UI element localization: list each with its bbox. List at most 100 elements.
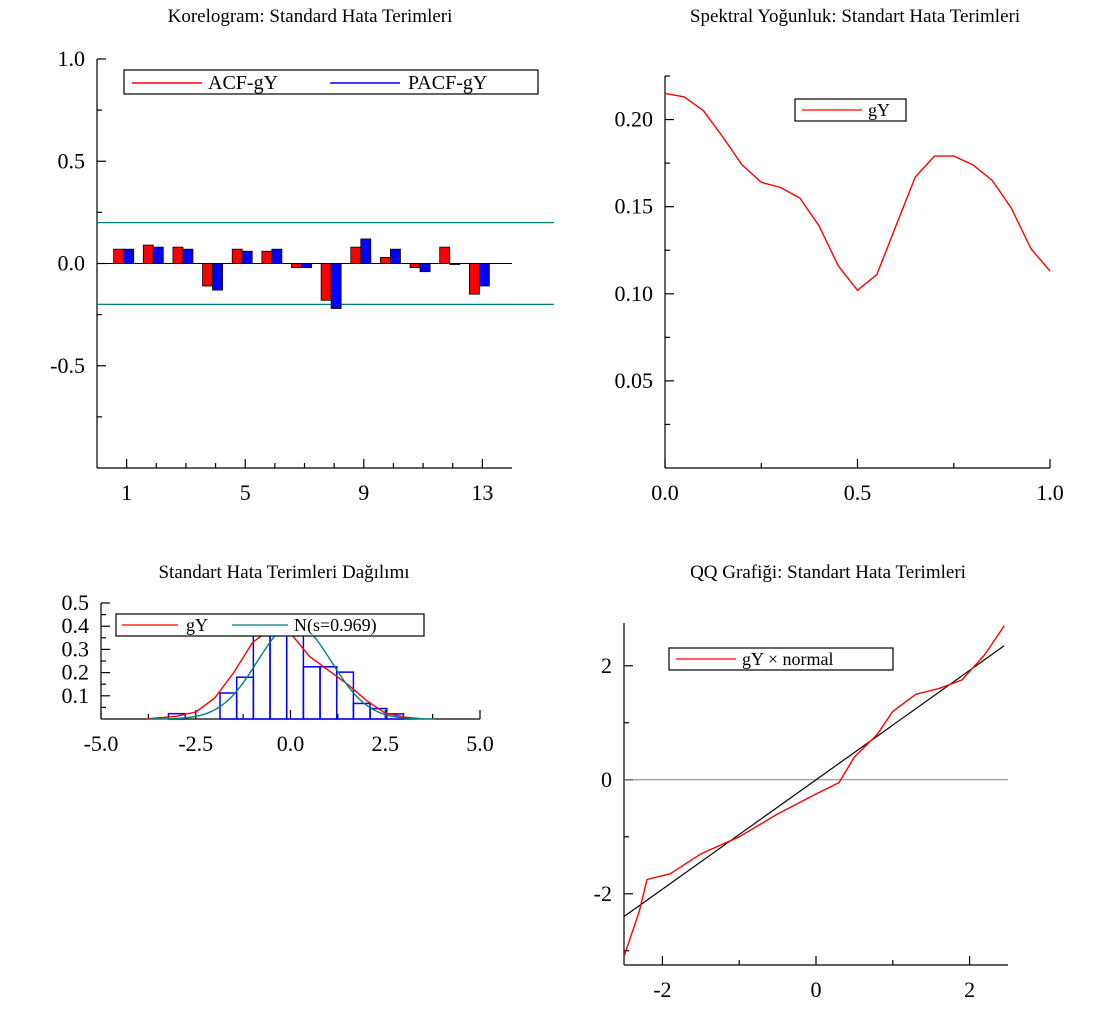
bar-acf-gy: [291, 263, 302, 268]
y-tick-label: 0.05: [615, 368, 654, 393]
bars: [113, 238, 490, 309]
qq-plot-panel: QQ Grafiği: Standart Hata Terimleri -2 0 2…: [594, 562, 1008, 1002]
x-tick-label: 0.0: [277, 731, 305, 756]
bar-pacf-gy: [182, 248, 194, 264]
bar-pacf-gy: [301, 263, 312, 268]
bar-acf-gy: [202, 263, 213, 287]
minor-ticks: [97, 58, 483, 468]
reference-lines: [623, 645, 1008, 918]
series-line-gy---normal: [623, 625, 1005, 957]
x-tick-label: 13: [471, 480, 493, 505]
bar-pacf-gy: [330, 263, 342, 309]
bar-pacf-gy: [212, 263, 223, 291]
bar-acf-gy: [172, 246, 184, 264]
x-tick-label: -2.5: [178, 731, 213, 756]
bar-pacf-gy: [390, 248, 401, 264]
legend-label-normal: N(s=0.969): [294, 615, 377, 636]
x-tick-label: 0.5: [844, 480, 872, 505]
bar-pacf-gy: [271, 248, 283, 264]
bar-acf-gy: [439, 246, 451, 264]
legend-label-acf: ACF-gY: [208, 72, 278, 94]
x-tick-label: 2: [964, 977, 975, 1002]
histogram-bar: [219, 692, 238, 720]
x-tick-label: 2.5: [372, 731, 400, 756]
tick-labels: 1 5 9 13 1.0 0.5 0.0 -0.5: [50, 46, 493, 505]
legend: ACF-gY PACF-gY: [123, 69, 539, 95]
legend: gY: [794, 98, 907, 122]
spectral-density-panel: Spektral Yoğunluk: Standart Hata Terimle…: [615, 6, 1064, 505]
y-tick-label: -0.5: [50, 353, 85, 378]
histogram-bar: [235, 676, 255, 720]
x-tick-label: 1.0: [1036, 480, 1064, 505]
tick-labels: -5.0 -2.5 0.0 2.5 5.0 0.50.40.30.20.1: [62, 590, 494, 756]
y-tick-label: 0.5: [58, 148, 86, 173]
y-tick-label: 0.3: [62, 636, 90, 661]
y-tick-label: 0.15: [615, 194, 654, 219]
x-tick-label: -2: [653, 977, 671, 1002]
chart-title: Spektral Yoğunluk: Standart Hata Terimle…: [690, 6, 1020, 27]
minor-ticks: [624, 665, 971, 965]
legend-label-gy: gY: [186, 615, 208, 635]
y-tick-label: 2: [601, 653, 612, 678]
chart-title: Korelogram: Standard Hata Terimleri: [168, 6, 453, 27]
bar-acf-gy: [350, 246, 362, 264]
x-tick-label: 1: [121, 480, 132, 505]
chart-title: QQ Grafiği: Standart Hata Terimleri: [690, 562, 966, 583]
chart-title: Standart Hata Terimleri Dağılımı: [158, 562, 409, 583]
bar-pacf-gy: [478, 263, 490, 287]
y-tick-label: 0.1: [62, 683, 90, 708]
series-lines: [146, 622, 435, 720]
series-line-gy: [664, 92, 1051, 291]
y-tick-label: 0: [601, 767, 612, 792]
bar-acf-gy: [113, 248, 125, 264]
y-tick-label: 0.20: [615, 107, 654, 132]
x-tick-label: 9: [358, 480, 369, 505]
axes: [623, 623, 1008, 966]
y-tick-label: 0.2: [62, 660, 90, 685]
bar-acf-gy: [468, 263, 480, 295]
reference-line: [623, 645, 1005, 918]
legend-label-gy-normal: gY × normal: [742, 649, 833, 669]
bar-pacf-gy: [152, 246, 164, 264]
histogram-bar: [252, 624, 271, 720]
bar-acf-gy: [380, 256, 391, 264]
tick-labels: -2 0 2 2 0 -2: [594, 653, 975, 1002]
y-tick-label: 1.0: [58, 46, 86, 71]
legend-box: [123, 69, 539, 95]
y-tick-label: 0.0: [58, 251, 86, 276]
bar-acf-gy: [320, 263, 332, 301]
bar-pacf-gy: [360, 238, 372, 264]
series-lines: [664, 92, 1051, 291]
bar-pacf-gy: [419, 263, 431, 273]
bar-acf-gy: [142, 244, 154, 264]
x-tick-label: 0.0: [651, 480, 679, 505]
distribution-panel: Standart Hata Terimleri Dağılımı -5.0 -2.…: [62, 562, 494, 756]
series-line-n-s-0-969-: [150, 622, 435, 720]
bar-acf-gy: [261, 250, 273, 264]
series-line-gy: [146, 625, 424, 720]
tick-labels: 0.0 0.5 1.0 0.20 0.15 0.10 0.05: [615, 107, 1064, 505]
y-tick-label: 0.4: [62, 613, 90, 638]
legend-label-pacf: PACF-gY: [408, 72, 487, 94]
series-lines: [623, 625, 1005, 957]
axes: [664, 76, 1050, 469]
y-tick-label: 0.10: [615, 281, 654, 306]
y-tick-label: 0.5: [62, 590, 90, 615]
legend: gY N(s=0.969): [115, 613, 425, 637]
bar-pacf-gy: [123, 248, 135, 264]
minor-ticks: [664, 75, 1051, 468]
x-tick-label: 5: [240, 480, 251, 505]
bar-pacf-gy: [449, 263, 461, 265]
x-tick-label: -5.0: [84, 731, 119, 756]
x-tick-label: 5.0: [466, 731, 494, 756]
bar-acf-gy: [231, 248, 243, 264]
histogram-bar: [302, 666, 321, 720]
bar-pacf-gy: [241, 250, 253, 264]
bar-acf-gy: [409, 263, 421, 268]
histogram-bar: [335, 671, 355, 720]
legend-label-gy: gY: [868, 100, 890, 120]
x-tick-label: 0: [811, 977, 822, 1002]
legend: gY × normal: [668, 647, 894, 671]
